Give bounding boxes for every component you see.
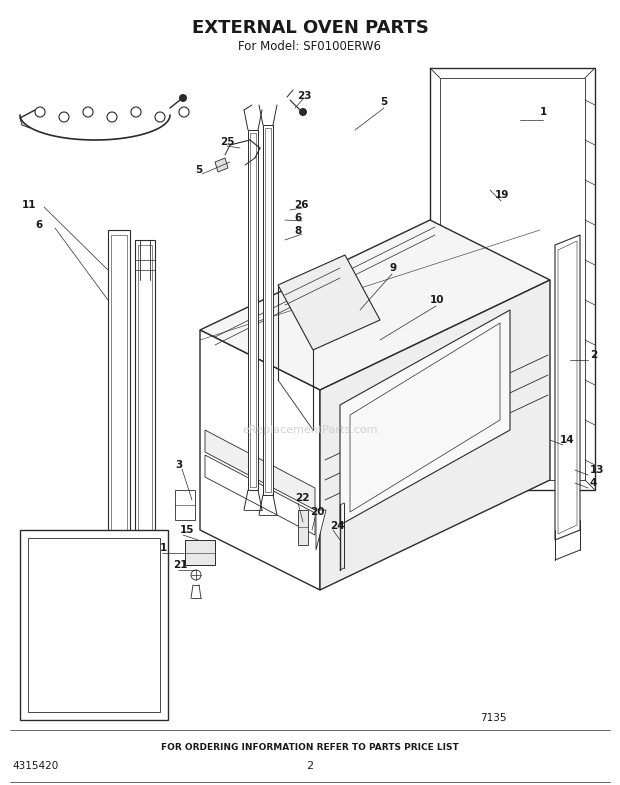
Polygon shape [185,540,215,565]
Text: EXTERNAL OVEN PARTS: EXTERNAL OVEN PARTS [192,19,428,37]
Text: eReplacementParts.com: eReplacementParts.com [242,425,378,435]
Text: 7135: 7135 [480,713,507,723]
Circle shape [179,94,187,102]
Text: 5: 5 [195,165,202,175]
Polygon shape [316,510,326,550]
Text: 2: 2 [306,761,314,771]
Text: 6: 6 [294,213,301,223]
Text: 22: 22 [295,493,309,503]
Polygon shape [298,510,308,545]
Text: 26: 26 [294,200,309,210]
Circle shape [565,278,570,283]
Text: 2: 2 [590,350,597,360]
Text: 3: 3 [175,460,182,470]
Polygon shape [175,490,195,520]
Text: 5: 5 [380,97,388,107]
Text: 9: 9 [390,263,397,273]
Polygon shape [205,430,315,510]
Polygon shape [200,330,320,590]
Text: 15: 15 [180,525,195,535]
Text: 1: 1 [160,543,167,553]
Text: 10: 10 [430,295,445,305]
Text: 6: 6 [35,220,42,230]
Polygon shape [555,235,580,540]
Text: 23: 23 [297,91,311,101]
Text: 24: 24 [330,521,345,531]
Circle shape [299,108,307,116]
Circle shape [565,317,570,323]
Circle shape [565,477,570,483]
Polygon shape [200,220,550,390]
Text: For Model: SF0100ERW6: For Model: SF0100ERW6 [239,39,381,53]
Polygon shape [278,255,380,350]
Text: 4: 4 [590,478,598,488]
Circle shape [565,357,570,363]
Polygon shape [20,530,168,720]
Circle shape [565,437,570,443]
Text: 25: 25 [220,137,234,147]
Polygon shape [135,240,155,570]
Text: 4315420: 4315420 [12,761,58,771]
Text: 8: 8 [294,226,301,236]
Text: 1: 1 [540,107,547,117]
Text: 21: 21 [173,560,187,570]
Text: 19: 19 [495,190,510,200]
Text: 11: 11 [22,200,37,210]
Circle shape [565,397,570,403]
Polygon shape [340,310,510,525]
Text: 20: 20 [310,507,324,517]
Polygon shape [320,280,550,590]
Text: 14: 14 [560,435,575,445]
Polygon shape [108,230,130,570]
Text: FOR ORDERING INFORMATION REFER TO PARTS PRICE LIST: FOR ORDERING INFORMATION REFER TO PARTS … [161,743,459,753]
Polygon shape [430,68,595,490]
Polygon shape [248,130,258,490]
Polygon shape [263,125,273,495]
Text: 13: 13 [590,465,604,475]
Polygon shape [215,158,228,172]
